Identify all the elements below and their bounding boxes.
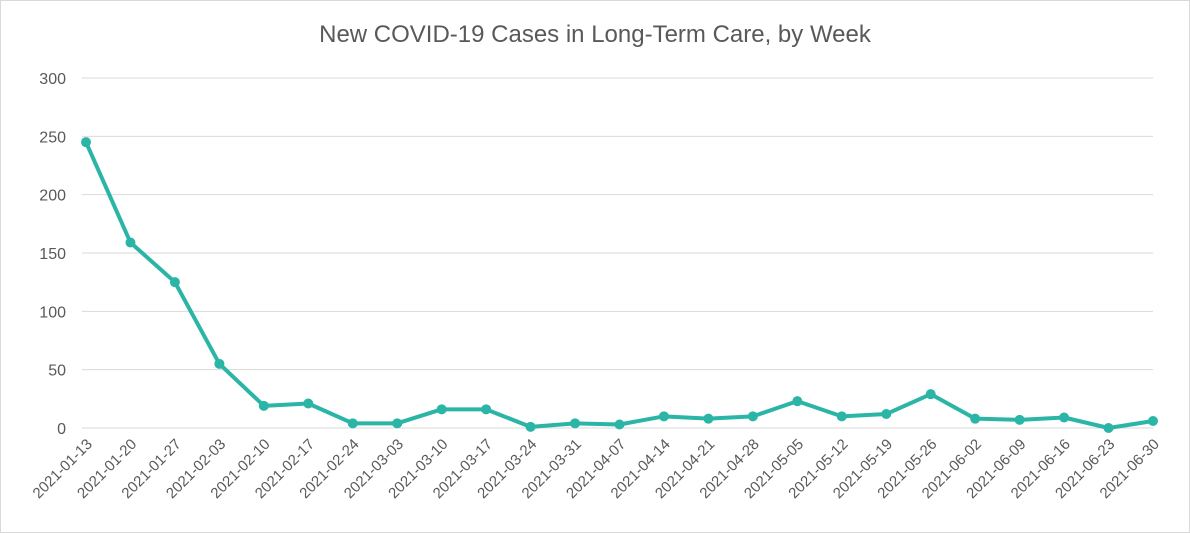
chart-title: New COVID-19 Cases in Long-Term Care, by…: [319, 21, 871, 48]
data-point: [303, 398, 314, 409]
data-point: [747, 411, 758, 422]
gridlines: [82, 77, 1153, 429]
data-point: [525, 421, 536, 432]
data-point: [1014, 414, 1025, 425]
y-tick-label: 300: [39, 71, 66, 88]
y-tick-label: 200: [39, 188, 66, 205]
y-tick-label: 0: [57, 421, 66, 438]
data-point: [481, 404, 492, 415]
y-tick-label: 250: [39, 129, 66, 146]
data-point: [169, 277, 180, 288]
series-group: [81, 137, 1158, 433]
data-point: [258, 400, 269, 411]
series-line: [84, 140, 1155, 430]
data-point: [792, 396, 803, 407]
data-point: [347, 418, 358, 429]
data-point: [881, 409, 892, 419]
data-point: [703, 413, 714, 424]
data-point: [1103, 423, 1114, 433]
data-point: [125, 237, 136, 248]
y-tick-label: 150: [39, 246, 66, 263]
data-point: [925, 389, 936, 400]
y-tick-label: 100: [39, 304, 66, 321]
data-point: [970, 413, 981, 424]
data-point: [614, 419, 625, 430]
data-point: [836, 411, 847, 422]
data-point: [436, 404, 447, 415]
y-axis-ticks: 0 50 100 150 200 250 300: [39, 71, 66, 438]
data-point: [214, 358, 225, 369]
data-point: [1059, 412, 1070, 423]
data-point: [1148, 416, 1158, 426]
y-tick-label: 50: [48, 363, 66, 380]
data-point: [81, 137, 91, 148]
data-point: [392, 418, 403, 429]
x-axis-ticks: 2021-01-132021-01-202021-01-272021-02-03…: [30, 436, 1163, 502]
data-point: [570, 418, 581, 429]
data-point: [658, 411, 669, 422]
